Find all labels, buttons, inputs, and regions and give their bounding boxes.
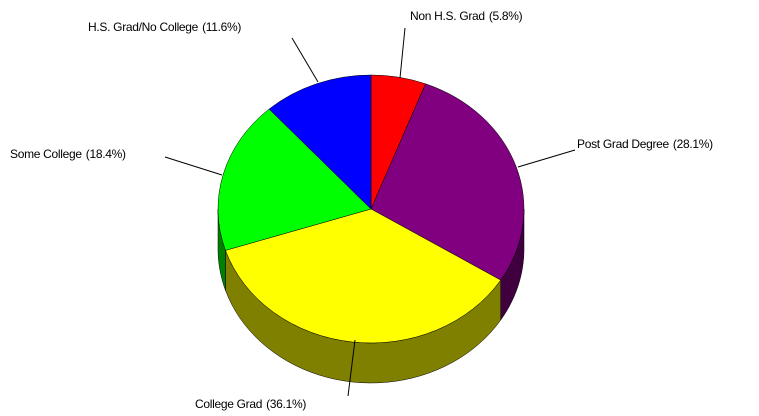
slice-label-value: (18.4%) [86, 147, 126, 161]
leader-line [291, 37, 319, 83]
slice-label: College Grad (36.1%) [195, 397, 306, 411]
slice-label-value: (36.1%) [266, 397, 306, 411]
slice-label-name: Post Grad Degree [577, 137, 670, 151]
pie-slice [268, 74, 372, 210]
leader-line [399, 27, 406, 79]
pie-slice [225, 208, 502, 344]
slice-label-name: Non H.S. Grad [410, 9, 485, 23]
slice-label-value: (28.1%) [673, 137, 713, 151]
slice-label: Post Grad Degree (28.1%) [577, 137, 713, 151]
leader-line [347, 339, 356, 397]
slice-label-name: H.S. Grad/No College [88, 20, 199, 34]
slice-label-value: (5.8%) [489, 9, 523, 23]
pie-slice [370, 83, 525, 281]
slice-label: H.S. Grad/No College (11.6%) [88, 20, 241, 34]
leader-line [517, 149, 576, 168]
leader-line [164, 156, 223, 176]
slice-label-value: (11.6%) [202, 20, 241, 34]
slice-label: Non H.S. Grad (5.8%) [410, 9, 523, 23]
pie-slice [217, 108, 372, 251]
slice-label-name: Some College [10, 147, 82, 161]
slice-label: Some College (18.4%) [10, 147, 126, 161]
slice-label-name: College Grad [195, 397, 262, 411]
